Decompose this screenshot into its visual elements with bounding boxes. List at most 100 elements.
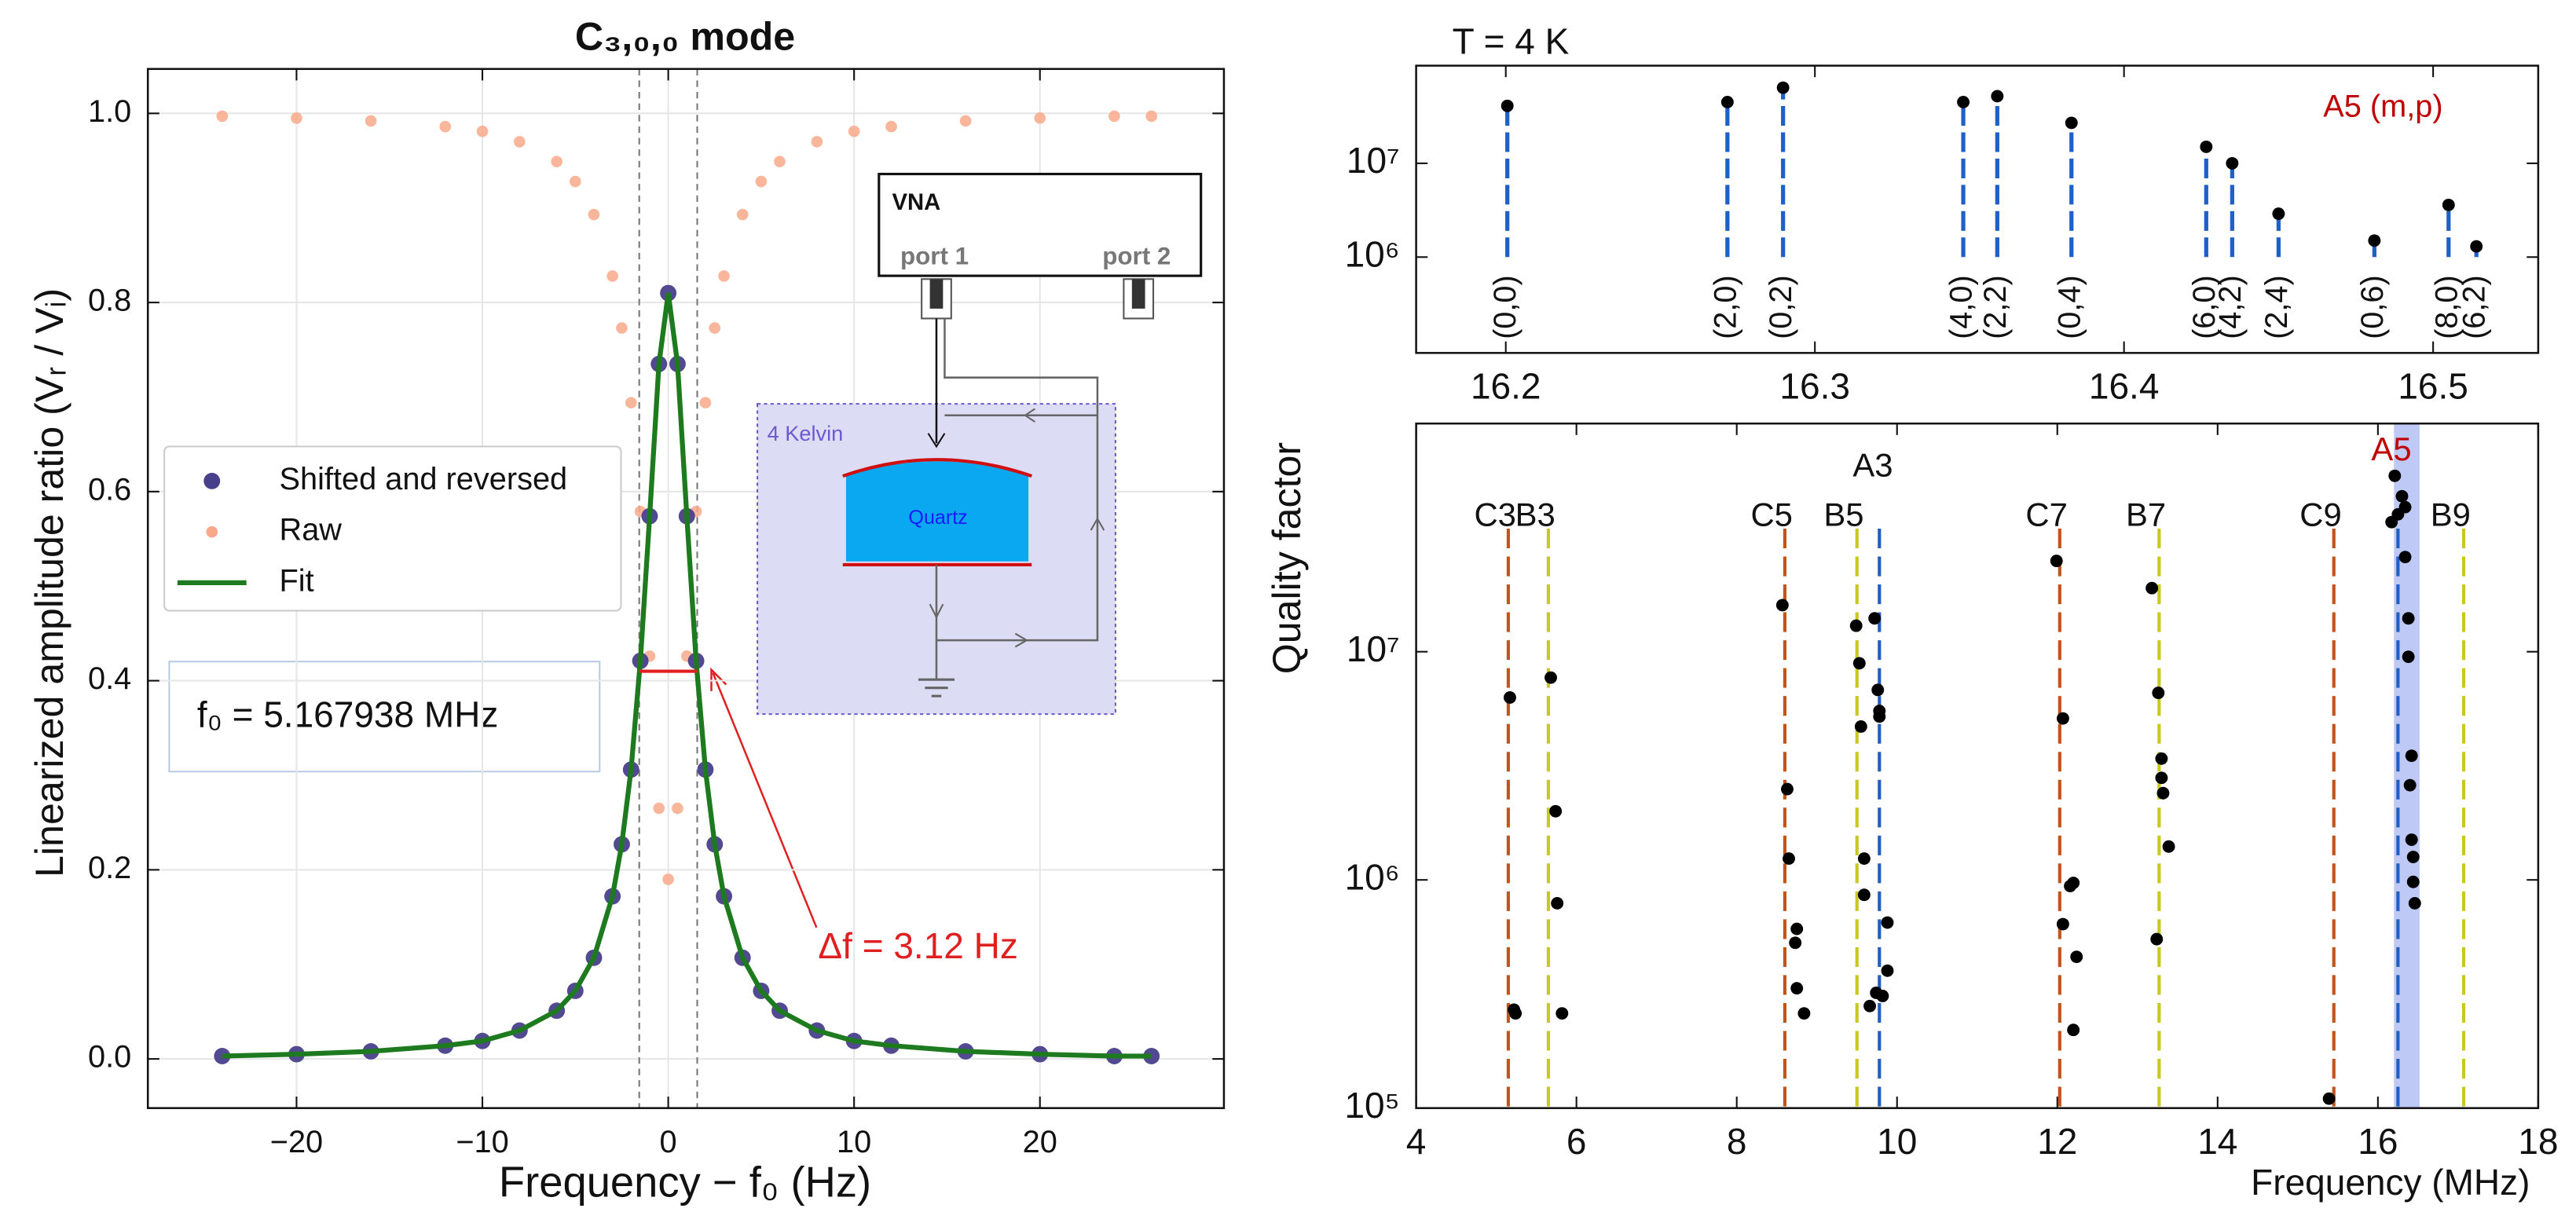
inset-diagram: 4 Kelvin VNA port 1 port 2 Quartz: [756, 172, 1203, 716]
x-tick-label: 20: [1023, 1125, 1057, 1159]
data-point: [551, 156, 562, 168]
data-point: [1545, 671, 1557, 684]
data-point: [2398, 551, 2412, 564]
data-point: [736, 208, 749, 221]
vna-box: [878, 172, 1203, 277]
fit-line: [222, 292, 1152, 1059]
data-point: [1881, 964, 1894, 977]
point-label: (2,2): [1978, 275, 2013, 339]
data-point: [774, 156, 786, 168]
data-point: [2402, 650, 2415, 664]
data-point: [1783, 852, 1795, 866]
data-point: [2405, 833, 2418, 846]
data-point: [2145, 581, 2159, 595]
data-point: [2056, 917, 2069, 931]
legend-box: [163, 445, 622, 612]
data-point: [514, 136, 526, 148]
reference-label: B5: [1823, 496, 1863, 533]
y-tick-label: 1.0: [88, 94, 131, 129]
stem-head: [1957, 95, 1970, 108]
data-point: [1852, 657, 1866, 670]
data-point: [848, 125, 860, 137]
data-point: [2405, 749, 2418, 763]
data-point: [2155, 771, 2168, 785]
stem-head: [1501, 99, 1514, 112]
data-point: [2322, 1092, 2336, 1105]
port-label: port 2: [1102, 242, 1171, 269]
data-point: [1509, 1007, 1523, 1020]
reference-label: C9: [2299, 496, 2341, 533]
data-point: [2050, 555, 2063, 568]
cable: [936, 318, 1099, 642]
x-tick-label: 18: [2518, 1121, 2558, 1162]
y-tick-label: 10⁶: [1345, 856, 1400, 897]
data-point: [2403, 778, 2417, 792]
point-label: (6,2): [2457, 275, 2492, 339]
data-point: [1775, 599, 1789, 612]
data-point: [2395, 489, 2409, 503]
data-point: [2155, 752, 2168, 765]
data-point: [2152, 687, 2165, 700]
data-point: [1504, 691, 1516, 704]
data-point: [1849, 619, 1863, 632]
x-tick-label: 14: [2197, 1121, 2237, 1162]
y-axis-label: Linearized amplitude ratio (Vᵣ / Vᵢ): [27, 288, 71, 877]
point-label: (2,0): [1708, 275, 1742, 339]
stem-head: [2368, 234, 2381, 247]
y-tick-label: 10⁵: [1344, 1085, 1399, 1126]
data-point: [755, 175, 768, 188]
data-point: [2156, 786, 2170, 800]
x-tick-label: 16.5: [2398, 365, 2468, 406]
y-tick-label: 0.4: [88, 661, 131, 696]
reference-label: C7: [2025, 496, 2067, 533]
arrow: [929, 603, 944, 620]
data-point: [1145, 110, 1158, 123]
data-point: [365, 115, 377, 127]
x-tick-label: −10: [456, 1125, 508, 1159]
data-point: [625, 397, 637, 409]
data-point: [1797, 1007, 1811, 1020]
x-tick-label: 8: [1727, 1121, 1747, 1162]
point-label: (4,2): [2213, 275, 2248, 339]
stem-head: [2470, 240, 2483, 253]
x-tick-label: 0: [660, 1125, 677, 1159]
plot-frame: [1415, 422, 2540, 1109]
x-axis-label: Frequency − f₀ (Hz): [499, 1158, 871, 1206]
series-label: A5 (m,p): [2323, 89, 2442, 123]
legend-label: Raw: [280, 513, 343, 547]
annotation-arrow: [710, 667, 727, 691]
data-point: [2398, 500, 2412, 514]
data-point: [216, 110, 229, 123]
stem-head: [1720, 95, 1734, 108]
data-point: [2406, 875, 2420, 888]
data-point: [1854, 720, 1867, 733]
x-tick-label: 4: [1406, 1121, 1427, 1162]
data-point: [2150, 932, 2164, 946]
connector: [1131, 279, 1145, 309]
data-point: [662, 873, 674, 885]
reference-label: C5: [1750, 496, 1792, 533]
y-tick-label: 10⁷: [1347, 140, 1400, 181]
legend-label: Shifted and reversed: [280, 462, 568, 496]
plot-frame: [1415, 64, 2540, 354]
data-point: [1790, 982, 1804, 995]
plot-frame: [146, 68, 1226, 1109]
y-tick-label: 10⁷: [1347, 628, 1400, 669]
data-point: [2056, 712, 2069, 725]
arrow: [1024, 408, 1036, 423]
stem-head: [1991, 90, 2004, 103]
x-tick-label: 10: [837, 1125, 871, 1159]
point-label: (0,0): [1488, 275, 1523, 339]
data-point: [1789, 936, 1802, 950]
data-point: [1857, 888, 1871, 902]
data-point: [2070, 950, 2083, 964]
cryostat-label: 4 Kelvin: [768, 421, 844, 445]
x-tick-label: −20: [270, 1125, 323, 1159]
point-label: (4,0): [1944, 275, 1979, 339]
data-point: [1868, 612, 1882, 625]
data-point: [1781, 782, 1794, 796]
data-point: [653, 802, 665, 815]
reference-label: A3: [1852, 447, 1893, 484]
stem-head: [2442, 198, 2455, 211]
